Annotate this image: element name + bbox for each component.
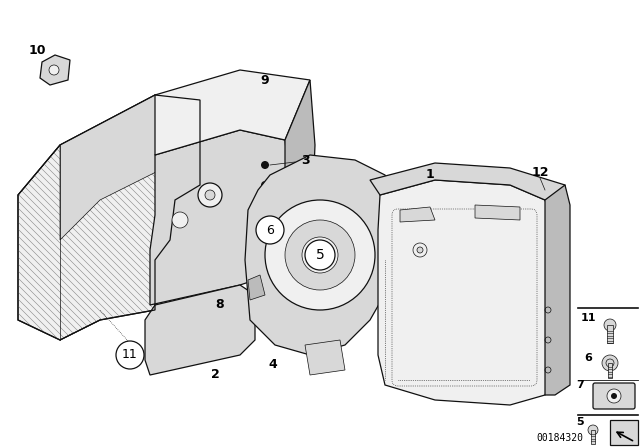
- Text: 11: 11: [580, 313, 596, 323]
- Polygon shape: [40, 55, 70, 85]
- Circle shape: [116, 341, 144, 369]
- Circle shape: [256, 216, 284, 244]
- Polygon shape: [378, 180, 555, 405]
- Polygon shape: [285, 80, 315, 270]
- Circle shape: [198, 183, 222, 207]
- Bar: [591, 430, 595, 444]
- Text: 9: 9: [260, 73, 269, 86]
- Circle shape: [285, 220, 355, 290]
- Text: 5: 5: [316, 248, 324, 262]
- Circle shape: [261, 161, 269, 169]
- Text: 1: 1: [426, 168, 435, 181]
- Text: 7: 7: [576, 380, 584, 390]
- FancyBboxPatch shape: [593, 383, 635, 409]
- Polygon shape: [155, 70, 310, 155]
- Text: 5: 5: [576, 417, 584, 427]
- Polygon shape: [610, 420, 638, 445]
- Text: 12: 12: [531, 165, 548, 178]
- Polygon shape: [400, 207, 435, 222]
- Circle shape: [302, 237, 338, 273]
- Polygon shape: [370, 163, 565, 200]
- Polygon shape: [145, 285, 255, 375]
- Bar: [608, 363, 612, 378]
- Text: 8: 8: [216, 298, 224, 311]
- Polygon shape: [248, 275, 265, 300]
- Text: 6: 6: [266, 224, 274, 237]
- Circle shape: [305, 240, 335, 270]
- Circle shape: [604, 319, 616, 331]
- Circle shape: [607, 389, 621, 403]
- Circle shape: [588, 425, 598, 435]
- Text: 11: 11: [122, 349, 138, 362]
- Text: 2: 2: [211, 369, 220, 382]
- Circle shape: [602, 355, 618, 371]
- Bar: [607, 325, 613, 343]
- Circle shape: [417, 247, 423, 253]
- Polygon shape: [475, 205, 520, 220]
- Circle shape: [611, 393, 617, 399]
- Circle shape: [413, 243, 427, 257]
- Polygon shape: [305, 340, 345, 375]
- Polygon shape: [545, 185, 570, 395]
- Polygon shape: [150, 130, 290, 305]
- Text: 6: 6: [584, 353, 592, 363]
- Circle shape: [49, 65, 59, 75]
- Circle shape: [265, 200, 375, 310]
- Polygon shape: [18, 95, 200, 340]
- Polygon shape: [60, 95, 200, 240]
- Circle shape: [261, 181, 269, 189]
- Text: 10: 10: [28, 43, 45, 56]
- Text: 3: 3: [301, 154, 309, 167]
- Text: 4: 4: [269, 358, 277, 371]
- Text: 00184320: 00184320: [536, 433, 584, 443]
- Polygon shape: [245, 155, 395, 355]
- Circle shape: [205, 190, 215, 200]
- Circle shape: [172, 212, 188, 228]
